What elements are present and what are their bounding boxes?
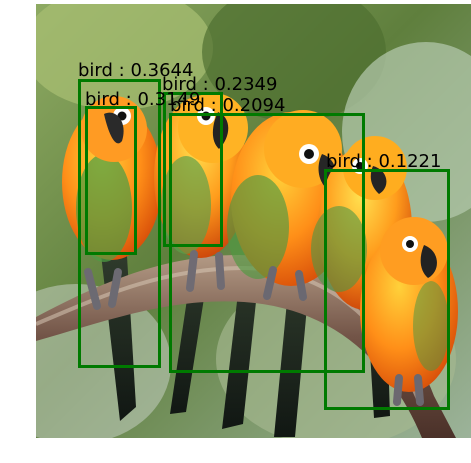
detection-label: bird : 0.3149 xyxy=(85,89,201,110)
parrots-illustration xyxy=(36,4,471,438)
parrots-photo xyxy=(36,4,471,438)
bird-bounding-box xyxy=(78,79,161,368)
bird-bounding-box xyxy=(324,169,450,410)
detection-label: bird : 0.2094 xyxy=(170,95,286,116)
detection-label: bird : 0.1221 xyxy=(326,151,442,172)
bird-bounding-box xyxy=(85,106,137,255)
bird-bounding-box xyxy=(169,113,365,373)
detection-label: bird : 0.3644 xyxy=(78,60,194,81)
detection-label: bird : 0.2349 xyxy=(162,74,278,95)
bird-bounding-box xyxy=(163,92,223,247)
